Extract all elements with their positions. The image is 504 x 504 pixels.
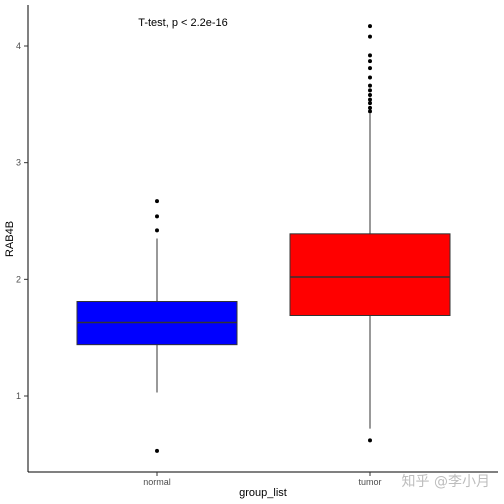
outlier-point — [368, 97, 372, 102]
box-tumor — [289, 24, 451, 443]
outlier-point — [368, 53, 372, 58]
outlier-point — [368, 438, 372, 443]
plot-area — [76, 24, 451, 453]
outlier-point — [155, 199, 159, 204]
outlier-point — [368, 24, 372, 29]
outlier-point — [368, 93, 372, 97]
outlier-point — [368, 105, 372, 110]
y-tick-label: 4 — [16, 41, 21, 51]
outlier-point — [368, 83, 372, 88]
box-normal — [76, 199, 238, 453]
iqr-box — [289, 233, 451, 316]
outlier-point — [368, 109, 372, 114]
x-tick-label: tumor — [358, 477, 381, 487]
y-tick-label: 1 — [16, 391, 21, 401]
outlier-point — [368, 59, 372, 64]
x-tick-label: normal — [143, 477, 171, 487]
ttest-annotation: T-test, p < 2.2e-16 — [138, 17, 228, 29]
x-axis-title: group_list — [239, 487, 287, 499]
outlier-point — [368, 34, 372, 39]
y-tick-label: 3 — [16, 158, 21, 168]
outlier-point — [368, 66, 372, 71]
outlier-point — [368, 88, 372, 93]
outlier-point — [368, 75, 372, 80]
x-axis-ticks: normal tumor — [143, 472, 382, 487]
outlier-point — [155, 228, 159, 233]
y-axis-ticks: 1 2 3 4 — [16, 41, 28, 401]
y-tick-label: 2 — [16, 274, 21, 284]
outlier-point — [155, 214, 159, 219]
watermark-text: 知乎 @李小月 — [402, 473, 490, 490]
outlier-point — [155, 448, 159, 453]
outlier-point — [368, 101, 372, 106]
y-axis-title: RAB4B — [4, 221, 16, 257]
